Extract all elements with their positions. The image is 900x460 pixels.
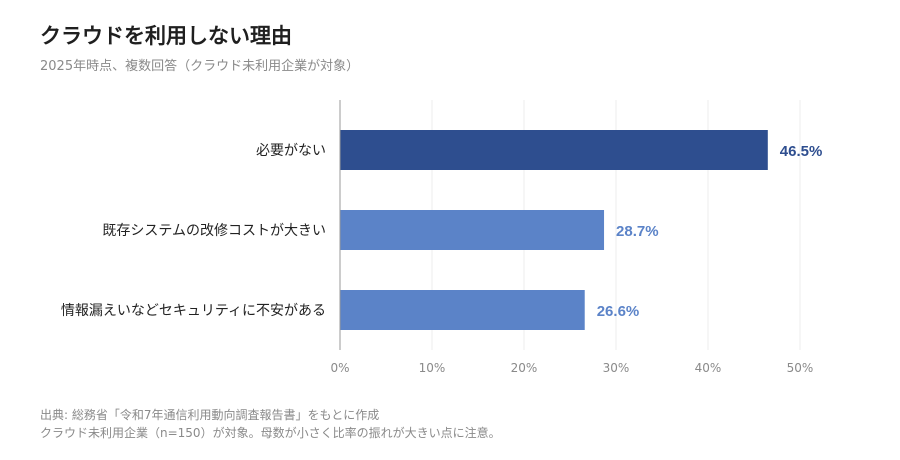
source-line-1: 出典: 総務省「令和7年通信利用動向調査報告書」をもとに作成	[40, 408, 380, 422]
value-label: 28.7%	[616, 223, 659, 240]
x-tick-label: 40%	[695, 361, 722, 375]
chart-subtitle: 2025年時点、複数回答（クラウド未利用企業が対象）	[40, 59, 360, 74]
value-label: 26.6%	[597, 303, 640, 320]
value-label: 46.5%	[780, 143, 823, 160]
bar	[340, 210, 605, 250]
x-tick-label: 10%	[419, 361, 446, 375]
x-tick-label: 20%	[511, 361, 538, 375]
x-tick-label: 0%	[330, 361, 349, 375]
bar	[340, 130, 768, 170]
bar	[340, 290, 585, 330]
chart-title: クラウドを利用しない理由	[40, 24, 292, 48]
x-tick-label: 30%	[603, 361, 630, 375]
category-label: 必要がない	[256, 143, 326, 159]
x-tick-label: 50%	[787, 361, 814, 375]
bar-chart: 必要がない 46.5% 既存システムの改修コストが大きい 28.7% 情報漏えいなどセキ…	[61, 100, 823, 375]
category-label: 既存システムの改修コストが大きい	[102, 223, 326, 239]
source-line-2: クラウド未利用企業（n=150）が対象。母数が小さく比率の振れが大きい点に注意。	[40, 426, 501, 440]
source-note: 出典: 総務省「令和7年通信利用動向調査報告書」をもとに作成 クラウド未利用企業…	[40, 406, 501, 442]
category-label: 情報漏えいなどセキュリティに不安がある	[61, 303, 326, 319]
